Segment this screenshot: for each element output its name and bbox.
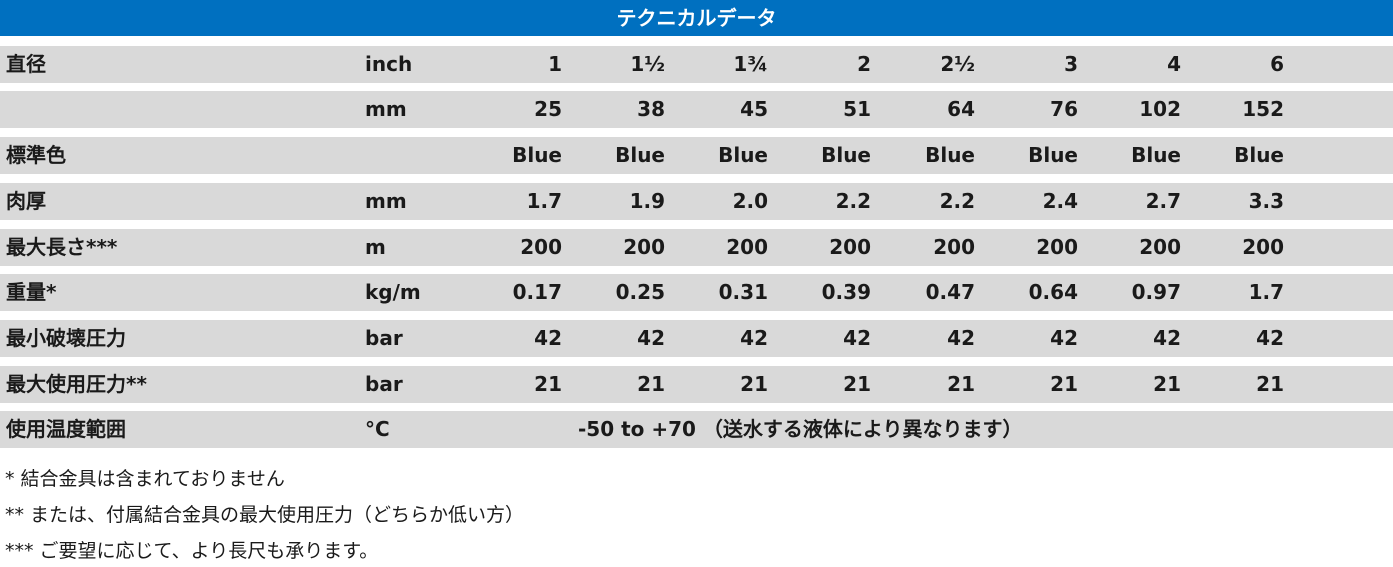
table-cell: 1¾ bbox=[733, 52, 768, 76]
table-cell: Blue bbox=[615, 143, 665, 167]
row-unit: °C bbox=[365, 417, 390, 441]
table-title: テクニカルデータ bbox=[0, 0, 1393, 36]
table-cell: 42 bbox=[740, 326, 768, 350]
table-row: 肉厚 mm 1.7 1.9 2.0 2.2 2.2 2.4 2.7 3.3 bbox=[0, 183, 1393, 220]
row-unit: bar bbox=[365, 372, 403, 396]
table-cell: 21 bbox=[1153, 372, 1181, 396]
table-cell: 2.0 bbox=[732, 189, 768, 213]
table-cell: 2.2 bbox=[835, 189, 871, 213]
row-label: 肉厚 bbox=[6, 189, 46, 213]
footnote-3: *** ご要望に応じて、より長尺も承ります。 bbox=[5, 540, 379, 562]
footnote-2: ** または、付属結合金具の最大使用圧力（どちらか低い方） bbox=[5, 504, 525, 526]
table-cell: Blue bbox=[1234, 143, 1284, 167]
table-cell: 21 bbox=[740, 372, 768, 396]
table-cell: 0.25 bbox=[615, 280, 665, 304]
table-cell: 42 bbox=[1153, 326, 1181, 350]
table-cell: 21 bbox=[947, 372, 975, 396]
table-cell: 3 bbox=[1064, 52, 1078, 76]
table-cell: Blue bbox=[1131, 143, 1181, 167]
row-label: 直径 bbox=[6, 52, 46, 76]
table-cell: 200 bbox=[933, 235, 975, 259]
table-cell: 21 bbox=[1050, 372, 1078, 396]
table-cell: 152 bbox=[1242, 97, 1284, 121]
table-cell: 64 bbox=[947, 97, 975, 121]
table-cell: 200 bbox=[1242, 235, 1284, 259]
table-row: 最小破壊圧力 bar 42 42 42 42 42 42 42 42 bbox=[0, 320, 1393, 357]
table-cell: 1½ bbox=[630, 52, 665, 76]
table-cell: 42 bbox=[947, 326, 975, 350]
table-cell: 200 bbox=[520, 235, 562, 259]
table-row: 直径 inch 1 1½ 1¾ 2 2½ 3 4 6 bbox=[0, 46, 1393, 83]
row-unit: inch bbox=[365, 52, 413, 76]
table-cell: 25 bbox=[534, 97, 562, 121]
table-cell: 0.17 bbox=[512, 280, 562, 304]
row-label: 重量* bbox=[6, 280, 57, 304]
table-cell: 1.9 bbox=[629, 189, 665, 213]
table-cell: 21 bbox=[1256, 372, 1284, 396]
table-cell: 21 bbox=[637, 372, 665, 396]
row-label: 最小破壊圧力 bbox=[6, 326, 126, 350]
row-label: 使用温度範囲 bbox=[6, 417, 126, 441]
table-cell: 2.7 bbox=[1145, 189, 1181, 213]
table-cell: 0.47 bbox=[925, 280, 975, 304]
row-unit: kg/m bbox=[365, 280, 421, 304]
table-cell: Blue bbox=[718, 143, 768, 167]
table-row: 最大長さ*** m 200 200 200 200 200 200 200 200 bbox=[0, 229, 1393, 266]
table-cell: 200 bbox=[623, 235, 665, 259]
table-cell: 0.39 bbox=[821, 280, 871, 304]
table-cell: 1.7 bbox=[1248, 280, 1284, 304]
table-cell: 200 bbox=[726, 235, 768, 259]
row-unit: m bbox=[365, 235, 386, 259]
table-row: 最大使用圧力** bar 21 21 21 21 21 21 21 21 bbox=[0, 366, 1393, 403]
table-cell: 42 bbox=[1050, 326, 1078, 350]
temperature-range-value: -50 to +70 （送水する液体により異なります） bbox=[578, 417, 1023, 441]
table-cell: 21 bbox=[534, 372, 562, 396]
footnote-1: * 結合金具は含まれておりません bbox=[5, 468, 285, 490]
temperature-range-row: 使用温度範囲 °C -50 to +70 （送水する液体により異なります） bbox=[0, 411, 1393, 448]
table-cell: 42 bbox=[1256, 326, 1284, 350]
row-unit: bar bbox=[365, 326, 403, 350]
table-cell: 1.7 bbox=[526, 189, 562, 213]
table-cell: 42 bbox=[637, 326, 665, 350]
table-cell: 200 bbox=[829, 235, 871, 259]
table-cell: 1 bbox=[548, 52, 562, 76]
table-cell: 0.31 bbox=[718, 280, 768, 304]
table-row: 標準色 Blue Blue Blue Blue Blue Blue Blue Blue bbox=[0, 137, 1393, 174]
row-unit: mm bbox=[365, 97, 407, 121]
table-cell: Blue bbox=[512, 143, 562, 167]
table-cell: 0.64 bbox=[1028, 280, 1078, 304]
row-label: 最大長さ*** bbox=[6, 235, 118, 259]
table-cell: 2.2 bbox=[939, 189, 975, 213]
table-cell: 76 bbox=[1050, 97, 1078, 121]
row-unit: mm bbox=[365, 189, 407, 213]
row-label: 標準色 bbox=[6, 143, 66, 167]
table-cell: 45 bbox=[740, 97, 768, 121]
table-cell: Blue bbox=[1028, 143, 1078, 167]
table-cell: 2.4 bbox=[1042, 189, 1078, 213]
table-row: 重量* kg/m 0.17 0.25 0.31 0.39 0.47 0.64 0.97 1.7 bbox=[0, 274, 1393, 311]
row-label: 最大使用圧力** bbox=[6, 372, 147, 396]
table-row: mm 25 38 45 51 64 76 102 152 bbox=[0, 91, 1393, 128]
table-cell: Blue bbox=[821, 143, 871, 167]
table-cell: 42 bbox=[843, 326, 871, 350]
table-cell: 6 bbox=[1270, 52, 1284, 76]
table-cell: 0.97 bbox=[1131, 280, 1181, 304]
table-cell: 3.3 bbox=[1248, 189, 1284, 213]
table-cell: 38 bbox=[637, 97, 665, 121]
table-cell: 4 bbox=[1167, 52, 1181, 76]
table-cell: 2 bbox=[857, 52, 871, 76]
table-cell: 102 bbox=[1139, 97, 1181, 121]
table-cell: Blue bbox=[925, 143, 975, 167]
table-cell: 42 bbox=[534, 326, 562, 350]
table-cell: 200 bbox=[1139, 235, 1181, 259]
table-cell: 21 bbox=[843, 372, 871, 396]
table-cell: 51 bbox=[843, 97, 871, 121]
table-cell: 200 bbox=[1036, 235, 1078, 259]
table-cell: 2½ bbox=[940, 52, 975, 76]
